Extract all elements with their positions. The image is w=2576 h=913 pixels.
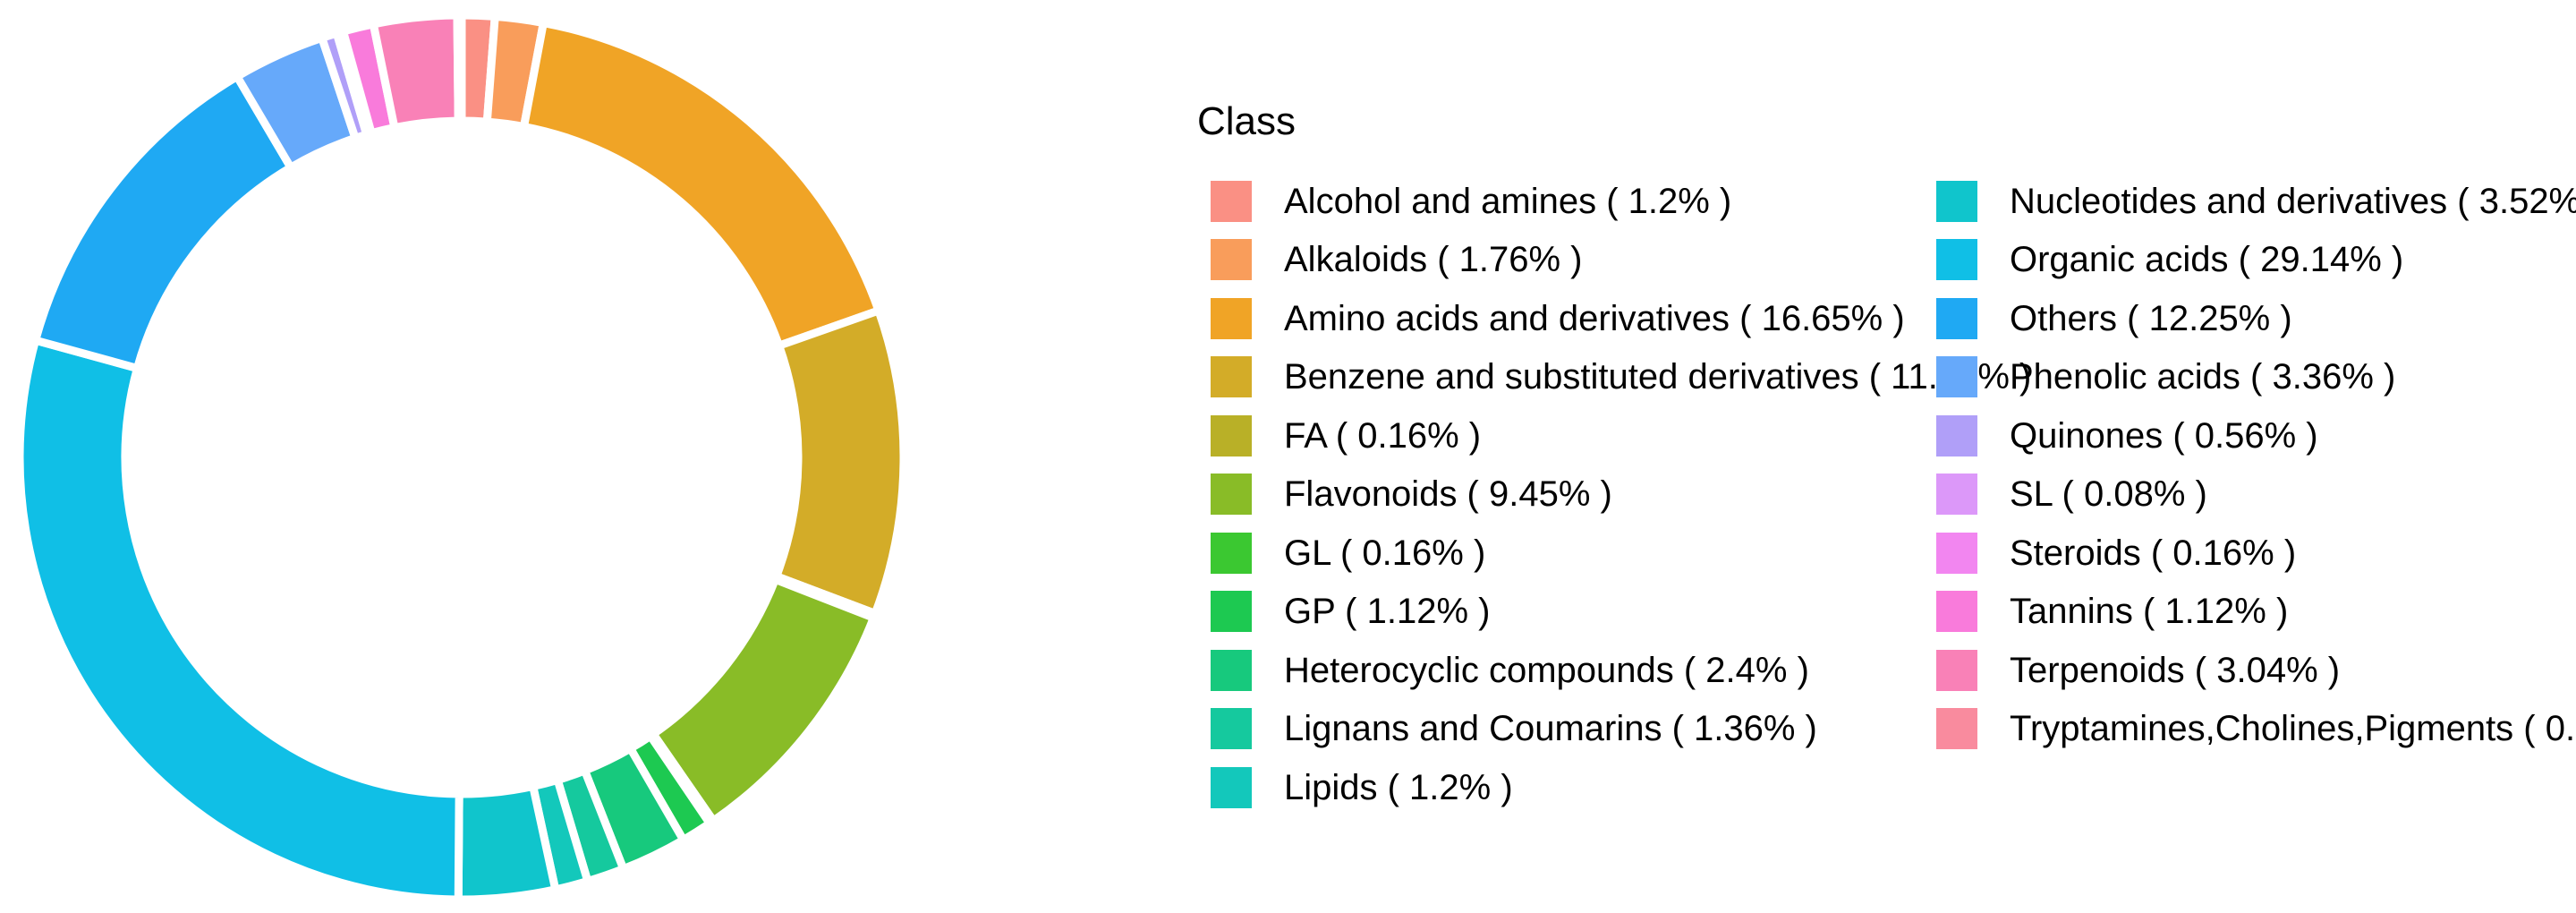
legend-item-label: FA ( 0.16% ) [1284, 415, 1482, 456]
legend-item: Nucleotides and derivatives ( 3.52% ) [1936, 172, 2576, 231]
legend-item: Organic acids ( 29.14% ) [1936, 231, 2576, 290]
legend-item-label: Others ( 12.25% ) [2010, 298, 2292, 338]
legend-item-label: Organic acids ( 29.14% ) [2010, 240, 2404, 280]
legend-item-label: Lipids ( 1.2% ) [1284, 767, 1513, 807]
legend-item: Phenolic acids ( 3.36% ) [1936, 348, 2576, 407]
legend-swatch [1211, 766, 1252, 808]
legend-swatch [1211, 532, 1252, 574]
legend-swatch [1936, 649, 1977, 691]
legend-item: Amino acids and derivatives ( 16.65% ) [1211, 289, 2031, 348]
legend-item-label: Tannins ( 1.12% ) [2010, 592, 2289, 632]
legend-swatch [1211, 591, 1252, 633]
donut-segment-organic-acids [15, 335, 463, 904]
legend-swatch [1211, 297, 1252, 339]
legend-swatch [1211, 649, 1252, 691]
legend-item: Flavonoids ( 9.45% ) [1211, 465, 2031, 525]
legend-column-right: Nucleotides and derivatives ( 3.52% ) Org… [1936, 172, 2576, 758]
legend-swatch [1936, 239, 1977, 281]
legend-item: Alcohol and amines ( 1.2% ) [1211, 172, 2031, 231]
legend-swatch [1211, 474, 1252, 516]
legend-item: SL ( 0.08% ) [1936, 465, 2576, 525]
legend-item: Tryptamines,Cholines,Pigments ( 0.16% ) [1936, 700, 2576, 759]
legend-item-label: Phenolic acids ( 3.36% ) [2010, 357, 2396, 397]
donut-chart [15, 11, 908, 904]
legend-swatch [1936, 708, 1977, 750]
legend-item-label: Alcohol and amines ( 1.2% ) [1284, 181, 1732, 221]
legend-item-label: GP ( 1.12% ) [1284, 592, 1491, 632]
legend-item: Heterocyclic compounds ( 2.4% ) [1211, 641, 2031, 700]
legend-item: Lipids ( 1.2% ) [1211, 758, 2031, 817]
legend-item-label: Heterocyclic compounds ( 2.4% ) [1284, 650, 1809, 690]
legend-item-label: Tryptamines,Cholines,Pigments ( 0.16% ) [2010, 709, 2576, 749]
legend-item-label: Lignans and Coumarins ( 1.36% ) [1284, 709, 1817, 749]
legend-item-label: Nucleotides and derivatives ( 3.52% ) [2010, 181, 2576, 221]
legend-swatch [1936, 180, 1977, 222]
legend-swatch [1211, 239, 1252, 281]
legend-swatch [1211, 414, 1252, 456]
legend-item: FA ( 0.16% ) [1211, 406, 2031, 465]
legend-item: Quinones ( 0.56% ) [1936, 406, 2576, 465]
legend-item: Others ( 12.25% ) [1936, 289, 2576, 348]
legend-swatch [1936, 414, 1977, 456]
legend-item: Steroids ( 0.16% ) [1936, 524, 2576, 583]
legend-swatch [1936, 591, 1977, 633]
legend-swatch [1211, 356, 1252, 398]
legend-swatch [1211, 180, 1252, 222]
legend-swatch [1936, 356, 1977, 398]
legend-swatch [1936, 474, 1977, 516]
legend-item-label: Alkaloids ( 1.76% ) [1284, 240, 1583, 280]
legend-item: Terpenoids ( 3.04% ) [1936, 641, 2576, 700]
legend-item: Benzene and substituted derivatives ( 11… [1211, 348, 2031, 407]
legend-item-label: GL ( 0.16% ) [1284, 533, 1486, 573]
legend-item: Lignans and Coumarins ( 1.36% ) [1211, 700, 2031, 759]
legend-item-label: Quinones ( 0.56% ) [2010, 415, 2318, 456]
legend-item-label: Steroids ( 0.16% ) [2010, 533, 2297, 573]
legend-item-label: SL ( 0.08% ) [2010, 474, 2207, 515]
donut-segment-tryptamines-cholines-pigments [453, 11, 466, 125]
legend-swatch [1936, 297, 1977, 339]
legend-title: Class [1197, 99, 1297, 143]
legend-item-label: Benzene and substituted derivatives ( 11… [1284, 357, 2032, 397]
legend-column-left: Alcohol and amines ( 1.2% ) Alkaloids ( 1… [1211, 172, 2031, 817]
legend-item: Tannins ( 1.12% ) [1936, 583, 2576, 642]
legend-item-label: Flavonoids ( 9.45% ) [1284, 474, 1612, 515]
legend-item: Alkaloids ( 1.76% ) [1211, 231, 2031, 290]
legend-item-label: Terpenoids ( 3.04% ) [2010, 650, 2341, 690]
legend-swatch [1211, 708, 1252, 750]
legend-item-label: Amino acids and derivatives ( 16.65% ) [1284, 298, 1905, 338]
legend-item: GL ( 0.16% ) [1211, 524, 2031, 583]
legend-swatch [1936, 532, 1977, 574]
legend-item: GP ( 1.12% ) [1211, 583, 2031, 642]
